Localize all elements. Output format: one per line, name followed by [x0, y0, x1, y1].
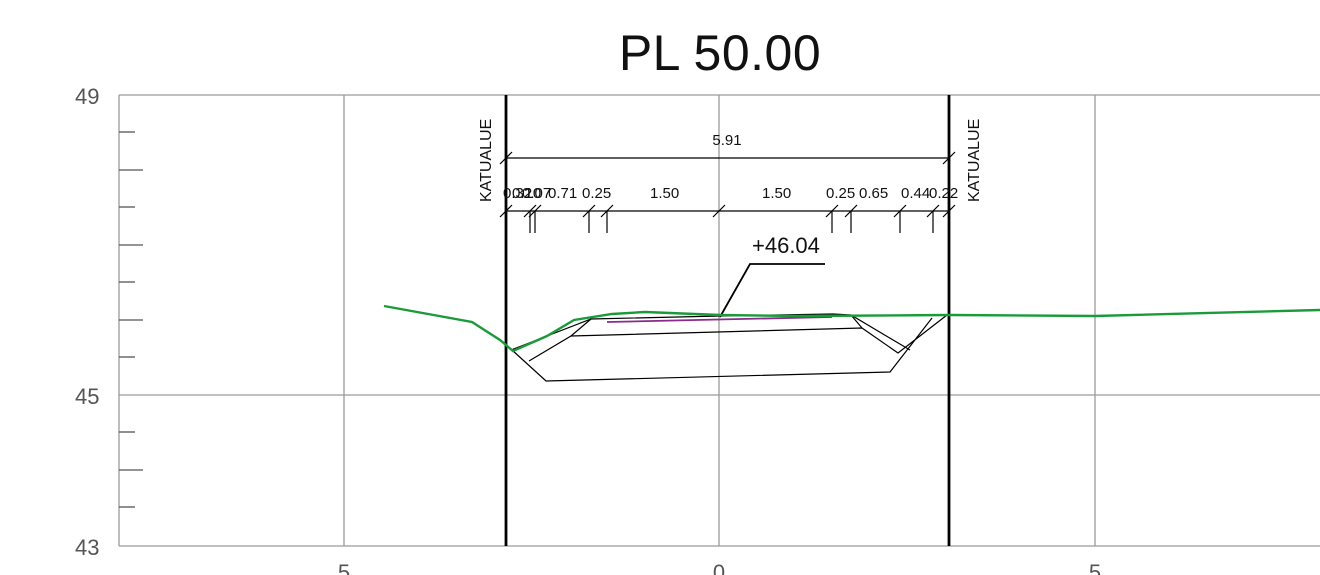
y-label-43: 43: [75, 535, 99, 560]
segment-label-11: 0.22: [929, 185, 958, 202]
boundary-label-left: KATUALUE: [478, 119, 495, 202]
grid: [118, 94, 1320, 547]
y-label-49: 49: [75, 84, 99, 109]
segment-label-2: 0.10: [512, 185, 541, 202]
segment-label-6: 1.50: [650, 185, 679, 202]
road-structure: [510, 313, 948, 382]
segment-label-8: 0.25: [826, 185, 855, 202]
ground-line: [383, 304, 1320, 353]
segment-label-4: 0.71: [548, 185, 577, 202]
segment-label-1: 0.32: [503, 185, 532, 202]
segment-label-3: 0.07: [522, 185, 551, 202]
height-leader: [719, 263, 825, 318]
x-label-minus-5: 5: [338, 560, 350, 575]
boundary-label-right: KATUALUE: [966, 119, 983, 202]
segment-dimension: [499, 204, 956, 233]
total-dimension: [499, 151, 956, 165]
segment-label-7: 1.50: [762, 185, 791, 202]
y-label-45: 45: [75, 384, 99, 409]
segment-label-10: 0.44: [901, 185, 930, 202]
segment-label-9: 0.65: [859, 185, 888, 202]
x-label-0: 0: [713, 560, 725, 575]
y-axis-ticks: [119, 131, 143, 508]
surface-line: [606, 316, 833, 323]
x-label-plus-5: 5: [1089, 560, 1101, 575]
segment-label-5: 0.25: [582, 185, 611, 202]
total-width-label: 5.91: [712, 132, 741, 149]
page-title: PL 50.00: [618, 25, 822, 81]
height-label: +46.04: [752, 233, 820, 258]
